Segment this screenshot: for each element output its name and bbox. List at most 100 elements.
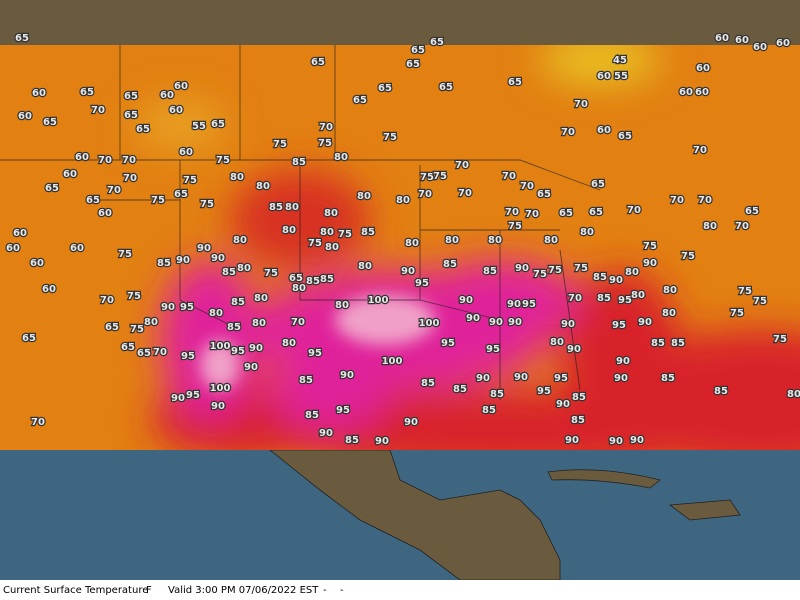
temperature-label: 70: [455, 160, 469, 171]
temperature-label: 60: [715, 33, 729, 44]
temperature-label: 90: [319, 428, 333, 439]
temperature-label: 100: [382, 356, 403, 367]
temperature-label: 75: [216, 155, 230, 166]
temperature-label: 60: [6, 243, 20, 254]
temperature-label: 90: [609, 436, 623, 447]
temperature-label: 90: [556, 399, 570, 410]
temperature-label: 100: [368, 295, 389, 306]
temperature-label: 80: [325, 242, 339, 253]
temperature-label: 95: [486, 344, 500, 355]
temperature-label: 85: [453, 384, 467, 395]
temperature-label: 65: [745, 206, 759, 217]
temperature-label: 70: [100, 295, 114, 306]
temperature-label: 85: [597, 293, 611, 304]
temperature-label: 90: [514, 372, 528, 383]
temperature-label: 90: [466, 313, 480, 324]
temperature-label: 75: [127, 291, 141, 302]
temperature-label: 60: [597, 125, 611, 136]
temperature-label: 65: [137, 348, 151, 359]
temperature-label: 95: [336, 405, 350, 416]
temperature-label: 85: [714, 386, 728, 397]
temperature-label: 80: [550, 337, 564, 348]
temperature-label: 70: [735, 221, 749, 232]
temperature-label: 65: [439, 82, 453, 93]
temperature-label: 90: [567, 344, 581, 355]
temperature-label: 75: [420, 172, 434, 183]
temperature-label: 80: [144, 317, 158, 328]
temperature-label: 70: [520, 181, 534, 192]
temperature-label: 80: [488, 235, 502, 246]
temperature-label: 80: [292, 283, 306, 294]
temperature-label: 95: [618, 295, 632, 306]
temperature-label: 60: [679, 87, 693, 98]
temperature-label: 60: [18, 111, 32, 122]
temperature-label: 95: [441, 338, 455, 349]
temperature-label: 95: [522, 299, 536, 310]
temperature-label: 85: [421, 378, 435, 389]
temperature-label: 70: [91, 105, 105, 116]
temperature-label: 80: [320, 227, 334, 238]
temperature-label: 60: [70, 243, 84, 254]
temperature-label: 100: [210, 383, 231, 394]
temperature-label: 80: [282, 225, 296, 236]
temperature-label: 65: [211, 119, 225, 130]
temperature-label: 60: [735, 35, 749, 46]
temperature-label: 80: [282, 338, 296, 349]
temperature-label: 90: [401, 266, 415, 277]
temperature-label: 65: [311, 57, 325, 68]
temperature-label: 75: [681, 251, 695, 262]
temperature-label: 70: [568, 293, 582, 304]
temperature-label: 75: [753, 296, 767, 307]
temperature-label: 55: [614, 71, 628, 82]
temperature-label: 65: [559, 208, 573, 219]
temperature-label: 60: [63, 169, 77, 180]
temperature-label: 85: [443, 259, 457, 270]
temperature-label: 70: [502, 171, 516, 182]
temperature-label: 75: [508, 221, 522, 232]
footer-text: F: [146, 585, 152, 596]
temperature-label: 55: [192, 121, 206, 132]
temperature-label: 75: [533, 269, 547, 280]
temperature-label: 70: [698, 195, 712, 206]
temperature-label: 80: [237, 263, 251, 274]
footer-text: -: [323, 585, 327, 596]
temperature-label: 90: [476, 373, 490, 384]
temperature-label: 60: [696, 63, 710, 74]
temperature-label: 80: [625, 267, 639, 278]
temperature-label: 80: [358, 261, 372, 272]
temperature-label: 60: [42, 284, 56, 295]
temperature-label: 85: [483, 266, 497, 277]
temperature-label: 85: [320, 274, 334, 285]
temperature-label: 80: [230, 172, 244, 183]
temperature-label: 65: [411, 45, 425, 56]
temperature-label: 90: [244, 362, 258, 373]
temperature-label: 85: [305, 410, 319, 421]
temperature-label: 65: [353, 95, 367, 106]
temperature-label: 95: [180, 302, 194, 313]
temperature-label: 90: [638, 317, 652, 328]
temperature-label: 60: [30, 258, 44, 269]
temperature-label: 85: [661, 373, 675, 384]
temperature-label: 100: [210, 341, 231, 352]
temperature-label: 75: [383, 132, 397, 143]
temperature-label: 80: [662, 308, 676, 319]
temperature-label: 70: [107, 185, 121, 196]
footer-bar: [0, 580, 800, 600]
temperature-label: 90: [404, 417, 418, 428]
temperature-label: 60: [75, 152, 89, 163]
temperature-label: 80: [357, 191, 371, 202]
temperature-label: 80: [580, 227, 594, 238]
temperature-label: 90: [643, 258, 657, 269]
temperature-label: 65: [136, 124, 150, 135]
temperature-label: 70: [291, 317, 305, 328]
temperature-label: 60: [169, 105, 183, 116]
temperature-field: [0, 45, 800, 450]
temperature-label: 60: [753, 42, 767, 53]
temperature-label: 65: [45, 183, 59, 194]
temperature-label: 95: [415, 278, 429, 289]
temperature-label: 85: [269, 202, 283, 213]
temperature-label: 90: [340, 370, 354, 381]
temperature-label: 75: [118, 249, 132, 260]
temperature-label: 80: [544, 235, 558, 246]
temperature-label: 95: [231, 346, 245, 357]
